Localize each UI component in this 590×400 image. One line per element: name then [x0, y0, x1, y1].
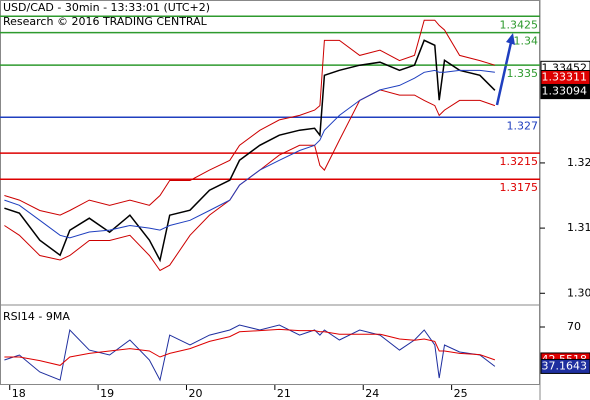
x-tick-label: 20	[188, 387, 202, 400]
level-label: 1.3425	[500, 18, 539, 31]
level-label: 1.327	[507, 119, 539, 132]
series-line	[4, 328, 496, 366]
level-label: 1.3175	[500, 181, 539, 194]
y-tick-label: 1.31	[567, 221, 590, 234]
price-marker	[540, 358, 590, 374]
x-tick-label: 24	[365, 387, 379, 400]
chart-subtitle: Research © 2016 TRADING CENTRAL	[3, 15, 208, 28]
projection-arrow	[495, 37, 514, 106]
x-tick-label: 25	[454, 387, 468, 400]
price-marker-label: 1.33311	[542, 70, 588, 83]
chart-title: USD/CAD - 30min - 13:33:01 (UTC+2)	[3, 1, 210, 14]
y-tick-label: 70	[567, 320, 581, 333]
series-line	[4, 89, 496, 272]
level-label: 1.34	[514, 35, 539, 48]
price-marker	[540, 84, 590, 100]
rsi-title: RSI14 - 9MA	[3, 310, 70, 323]
price-marker-label: 37.1643	[542, 359, 588, 372]
x-tick-label: 18	[12, 387, 26, 400]
level-label: 1.335	[507, 67, 539, 80]
series-line	[4, 69, 495, 239]
y-tick-label: 1.30	[567, 286, 590, 299]
x-tick-label: 19	[100, 387, 114, 400]
arrow-head	[506, 33, 515, 45]
series-line	[4, 324, 496, 382]
level-label: 1.3215	[500, 155, 539, 168]
series-line	[4, 39, 496, 263]
price-marker-label: 1.33094	[542, 85, 588, 98]
x-tick-label: 21	[277, 387, 291, 400]
y-tick-label: 1.32	[567, 156, 590, 169]
series-line	[4, 19, 496, 216]
